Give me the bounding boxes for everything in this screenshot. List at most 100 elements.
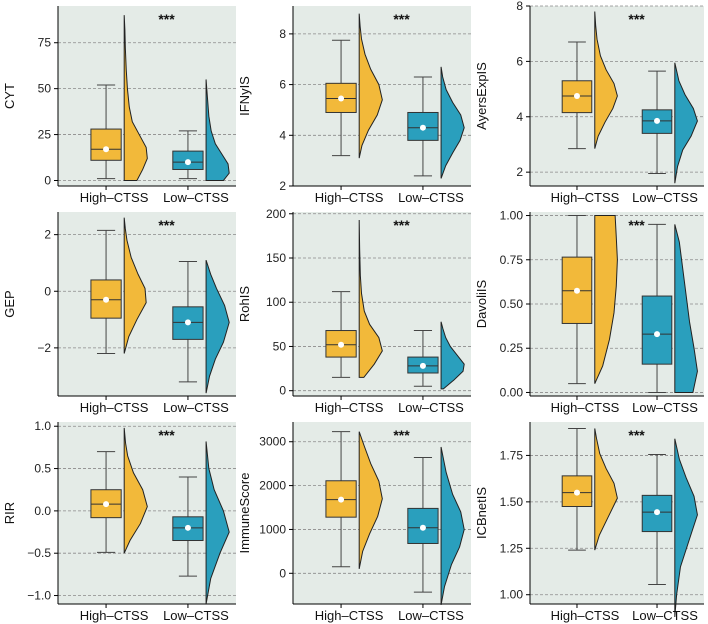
y-axis-label: ICBnetIS	[474, 487, 489, 539]
x-tick-label: Low–CTSS	[398, 608, 464, 623]
y-tick-label: 6	[516, 54, 523, 68]
y-tick-label: 0.00	[500, 385, 524, 399]
y-tick-label: 0.75	[500, 253, 524, 267]
violin-half	[440, 321, 465, 390]
violin-half	[358, 219, 383, 378]
x-tick-label: Low–CTSS	[163, 190, 229, 205]
y-tick-label: 6	[279, 78, 286, 92]
group-high-ctss	[325, 431, 383, 570]
group-low-ctss	[407, 66, 465, 179]
panel-gep: −2 0 2 GEP High–CTSS Low–CTSS ***	[2, 212, 236, 415]
x-tick-label: High–CTSS	[551, 190, 620, 205]
group-high-ctss	[325, 219, 383, 378]
violin-half	[358, 431, 383, 570]
x-tick-label: High–CTSS	[315, 608, 384, 623]
y-tick-label: 50	[38, 82, 52, 96]
group-low-ctss	[172, 441, 230, 605]
y-tick-label: 0.25	[500, 341, 524, 355]
panel-icbnetis: 1.00 1.25 1.50 1.75 ICBnetIS High–CTSS Low–CTS…	[474, 422, 704, 623]
x-tick-label: Low–CTSS	[632, 400, 698, 415]
mean-point	[654, 331, 661, 338]
group-low-ctss	[641, 438, 698, 618]
y-tick-label: 25	[38, 128, 52, 142]
group-high-ctss	[325, 13, 383, 159]
x-tick-label: Low–CTSS	[398, 190, 464, 205]
y-axis-label: RIR	[2, 502, 17, 524]
x-tick-label: Low–CTSS	[632, 190, 698, 205]
y-tick-label: 1.75	[500, 448, 524, 462]
significance-label: ***	[393, 11, 410, 27]
mean-point	[338, 95, 345, 102]
y-axis-label: AyersExpIS	[474, 62, 489, 130]
y-tick-label: 1.00	[500, 209, 524, 223]
y-axis-label: DavoliIS	[474, 279, 489, 328]
significance-label: ***	[158, 11, 175, 27]
box-iqr	[172, 306, 204, 340]
panel-ayersexpis: 2 4 6 8 AyersExpIS High–CTSS Low–CTSS ***	[474, 0, 704, 205]
y-tick-label: 0	[44, 284, 51, 298]
y-axis-label: CYT	[2, 83, 17, 109]
violin-half	[123, 217, 147, 354]
y-tick-label: 1.50	[500, 495, 524, 509]
mean-point	[103, 146, 110, 153]
panel-immunescore: 0 1000 2000 3000 ImmuneScore High–CTSS Low–CTS…	[237, 422, 471, 623]
violin-half	[674, 224, 698, 393]
violin-half	[358, 13, 383, 159]
y-tick-label: 0	[279, 384, 286, 398]
violin-half	[205, 79, 230, 181]
group-high-ctss	[561, 428, 618, 551]
violin-half	[674, 438, 698, 618]
x-tick-label: High–CTSS	[315, 190, 384, 205]
x-tick-label: High–CTSS	[315, 400, 384, 415]
significance-label: ***	[393, 217, 410, 233]
y-tick-label: 1.0	[34, 419, 51, 433]
x-tick-label: Low–CTSS	[632, 608, 698, 623]
significance-label: ***	[158, 427, 175, 443]
y-tick-label: 75	[38, 36, 52, 50]
y-tick-label: 4	[516, 110, 523, 124]
violin-half	[440, 66, 465, 179]
mean-point	[573, 93, 580, 99]
mean-point	[103, 501, 110, 508]
violin-half	[123, 15, 148, 181]
significance-label: ***	[393, 427, 410, 443]
x-tick-label: Low–CTSS	[163, 608, 229, 623]
y-tick-label: 8	[516, 0, 523, 13]
mean-point	[654, 117, 661, 124]
panel-cyt: 0 25 50 75 CYT High–CTSS Low–CTSS ***	[2, 6, 236, 205]
significance-label: ***	[158, 217, 175, 233]
y-tick-label: 8	[279, 27, 286, 41]
group-low-ctss	[172, 259, 230, 394]
panel-davoliis: 0.00 0.25 0.50 0.75 1.00 DavoliIS High–CTSS Low…	[474, 209, 704, 415]
group-low-ctss	[641, 223, 698, 393]
violin-half	[674, 62, 698, 184]
y-tick-label: 50	[273, 339, 287, 353]
panel-rohis: 0 50 100 150 200 RohIS High–CTSS Low–CTSS ***	[237, 207, 471, 415]
y-axis-label: ImmuneScore	[237, 473, 252, 554]
group-low-ctss	[407, 321, 465, 390]
violin-half	[594, 428, 618, 551]
group-high-ctss	[90, 217, 147, 355]
box-iqr	[90, 128, 122, 161]
y-tick-label: 1.00	[500, 588, 524, 602]
significance-label: ***	[628, 427, 645, 443]
group-high-ctss	[561, 215, 618, 385]
mean-point	[419, 524, 426, 531]
violin-half	[594, 11, 618, 149]
y-tick-label: 2	[44, 228, 51, 242]
y-tick-label: 4	[279, 128, 286, 142]
y-tick-label: 2000	[259, 479, 286, 493]
box-iqr	[641, 295, 673, 365]
x-tick-label: High–CTSS	[551, 608, 620, 623]
x-tick-label: High–CTSS	[80, 608, 149, 623]
significance-label: ***	[628, 11, 645, 27]
mean-point	[419, 124, 426, 131]
violin-half	[205, 259, 230, 394]
y-tick-label: −0.5	[27, 546, 51, 560]
y-axis-label: IFNyIS	[237, 76, 252, 116]
y-axis-label: RohIS	[237, 286, 252, 322]
mean-point	[103, 296, 110, 303]
y-tick-label: 1000	[259, 522, 286, 536]
mean-point	[338, 496, 345, 503]
y-tick-label: 0	[44, 173, 51, 187]
